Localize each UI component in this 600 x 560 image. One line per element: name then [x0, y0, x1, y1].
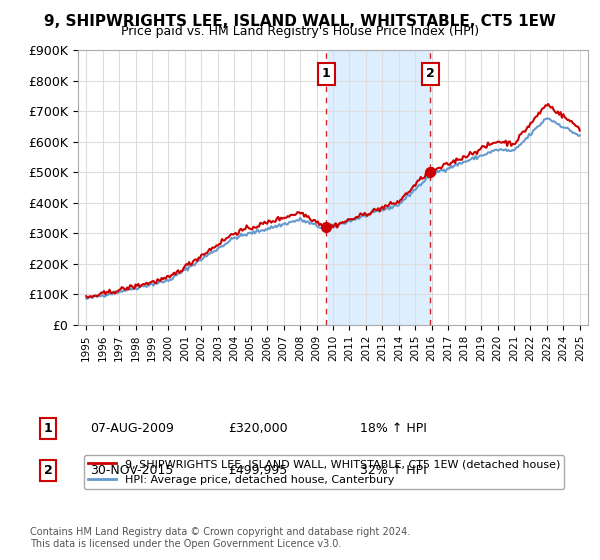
Text: 1: 1: [44, 422, 52, 435]
Text: 2: 2: [426, 67, 435, 80]
Text: 1: 1: [322, 67, 331, 80]
Legend: 9, SHIPWRIGHTS LEE, ISLAND WALL, WHITSTABLE, CT5 1EW (detached house), HPI: Aver: 9, SHIPWRIGHTS LEE, ISLAND WALL, WHITSTA…: [83, 455, 565, 489]
Text: 9, SHIPWRIGHTS LEE, ISLAND WALL, WHITSTABLE, CT5 1EW: 9, SHIPWRIGHTS LEE, ISLAND WALL, WHITSTA…: [44, 14, 556, 29]
Text: 32% ↑ HPI: 32% ↑ HPI: [360, 464, 427, 477]
Text: £320,000: £320,000: [228, 422, 287, 435]
Text: 2: 2: [44, 464, 52, 477]
Text: Price paid vs. HM Land Registry's House Price Index (HPI): Price paid vs. HM Land Registry's House …: [121, 25, 479, 38]
Text: 07-AUG-2009: 07-AUG-2009: [90, 422, 174, 435]
Text: £499,995: £499,995: [228, 464, 287, 477]
Text: Contains HM Land Registry data © Crown copyright and database right 2024.
This d: Contains HM Land Registry data © Crown c…: [30, 527, 410, 549]
Text: 30-NOV-2015: 30-NOV-2015: [90, 464, 173, 477]
Text: 18% ↑ HPI: 18% ↑ HPI: [360, 422, 427, 435]
